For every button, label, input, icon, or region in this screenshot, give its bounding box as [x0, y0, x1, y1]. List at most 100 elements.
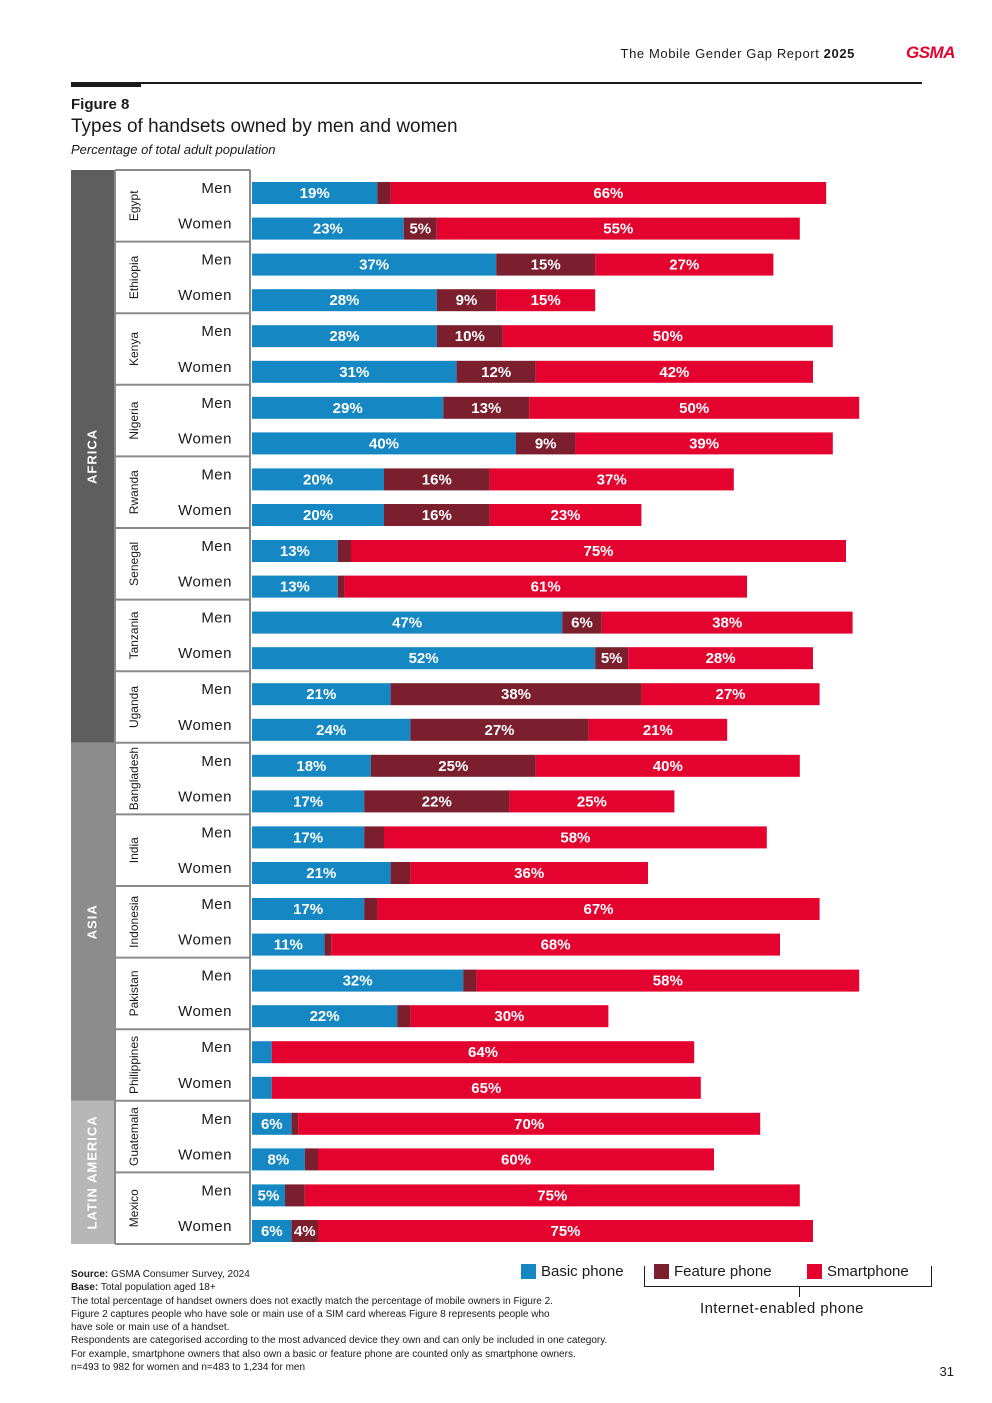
- region-label: AFRICA: [84, 429, 99, 484]
- row-label: Women: [178, 502, 232, 519]
- data-label: 20%: [303, 507, 333, 524]
- note-line: For example, smartphone owners that also…: [71, 1348, 576, 1360]
- bar-segment: [252, 289, 437, 312]
- bar-segment: [252, 468, 384, 491]
- data-label: 50%: [679, 400, 709, 417]
- report-title: The Mobile Gender Gap Report 2025: [620, 46, 855, 61]
- bar-segment: [410, 718, 589, 741]
- row-label: Men: [201, 323, 232, 340]
- data-label: 30%: [494, 1008, 524, 1025]
- bar-segment: [291, 1112, 299, 1135]
- data-label: 5%: [601, 650, 623, 667]
- data-label: 61%: [531, 579, 561, 596]
- data-label: 6%: [571, 615, 593, 632]
- data-label: 40%: [653, 758, 683, 775]
- legend-smart-label: Smartphone: [827, 1263, 909, 1280]
- bar-segment: [443, 396, 530, 419]
- row-label: Men: [201, 1039, 232, 1056]
- row-label: Men: [201, 681, 232, 698]
- bar-segment: [252, 1112, 292, 1135]
- bar-segment: [403, 217, 437, 240]
- bar-segment: [436, 217, 800, 240]
- bar-segment: [324, 933, 332, 956]
- bar-segment: [285, 1184, 305, 1207]
- bar-segment: [390, 683, 642, 706]
- data-label: 38%: [501, 686, 531, 703]
- region-band: [71, 170, 115, 743]
- data-label: 12%: [481, 364, 511, 381]
- country-label: Philippines: [127, 1036, 141, 1094]
- bar-segment: [252, 1076, 272, 1099]
- data-label: 25%: [438, 758, 468, 775]
- bar-segment: [252, 862, 391, 884]
- note-line: have sole or main use of a handset.: [71, 1322, 230, 1334]
- country-label: Tanzania: [127, 611, 141, 659]
- data-label: 28%: [329, 328, 359, 345]
- data-label: 40%: [369, 435, 399, 452]
- bar-segment: [344, 575, 747, 598]
- bar-segment: [252, 217, 404, 240]
- bar-segment: [252, 253, 497, 276]
- bar-segment: [271, 1076, 701, 1099]
- bar-segment: [384, 468, 490, 491]
- bar-segment: [252, 504, 384, 526]
- data-label: 28%: [706, 650, 736, 667]
- gsma-logo: GSMA: [906, 43, 956, 62]
- bar-segment: [252, 647, 596, 670]
- legend-feature-label: Feature phone: [674, 1263, 772, 1280]
- row-label: Men: [201, 753, 232, 770]
- bar-segment: [370, 754, 536, 777]
- bar-segment: [390, 862, 411, 884]
- bar-segment: [364, 826, 384, 849]
- base-line: Base: Total population aged 18+: [71, 1282, 216, 1294]
- country-label: Nigeria: [127, 401, 141, 439]
- data-label: 66%: [593, 185, 623, 202]
- legend-basic-swatch: [521, 1264, 536, 1279]
- bar-segment: [252, 182, 378, 204]
- row-label: Women: [178, 860, 232, 877]
- legend-feature: Feature phone: [654, 1263, 772, 1280]
- row-label: Men: [201, 610, 232, 627]
- data-label: 58%: [560, 829, 590, 846]
- bar-segment: [252, 790, 365, 813]
- row-label: Women: [178, 359, 232, 376]
- figure-notes: Source: GSMA Consumer Survey, 2024 Base:…: [71, 1268, 671, 1374]
- note-line: Figure 2 captures people who have sole o…: [71, 1308, 550, 1320]
- data-label: 27%: [484, 722, 514, 739]
- bar-segment: [509, 790, 675, 813]
- row-label: Women: [178, 932, 232, 949]
- internet-bracket-tick: [799, 1287, 800, 1297]
- data-label: 58%: [653, 973, 683, 990]
- bar-segment: [252, 826, 365, 849]
- bar-segment: [496, 289, 596, 312]
- bar-segment: [252, 1220, 292, 1242]
- row-label: Men: [201, 896, 232, 913]
- data-label: 9%: [535, 435, 557, 452]
- bar-segment: [535, 360, 813, 383]
- bar-segment: [337, 540, 351, 562]
- note-line: The total percentage of handset owners d…: [71, 1295, 553, 1307]
- legend-basic: Basic phone: [521, 1263, 624, 1280]
- data-label: 75%: [583, 543, 613, 560]
- region-label: ASIA: [84, 904, 99, 939]
- row-label: Women: [178, 1146, 232, 1163]
- bar-segment: [436, 289, 497, 312]
- bar-segment: [489, 468, 734, 491]
- row-label: Men: [201, 252, 232, 269]
- country-label: Mexico: [127, 1189, 141, 1227]
- data-label: 29%: [333, 400, 363, 417]
- bar-segment: [252, 432, 516, 455]
- data-label: 13%: [280, 579, 310, 596]
- data-label: 20%: [303, 471, 333, 488]
- bar-segment: [252, 540, 338, 562]
- data-label: 37%: [597, 471, 627, 488]
- bar-segment: [291, 1220, 318, 1242]
- data-label: 13%: [471, 400, 501, 417]
- data-label: 5%: [258, 1187, 280, 1204]
- bar-segment: [384, 504, 490, 526]
- country-label: Kenya: [127, 332, 141, 366]
- data-label: 65%: [471, 1080, 501, 1097]
- data-label: 68%: [541, 937, 571, 954]
- region-band: [71, 742, 115, 1101]
- bar-segment: [575, 432, 833, 455]
